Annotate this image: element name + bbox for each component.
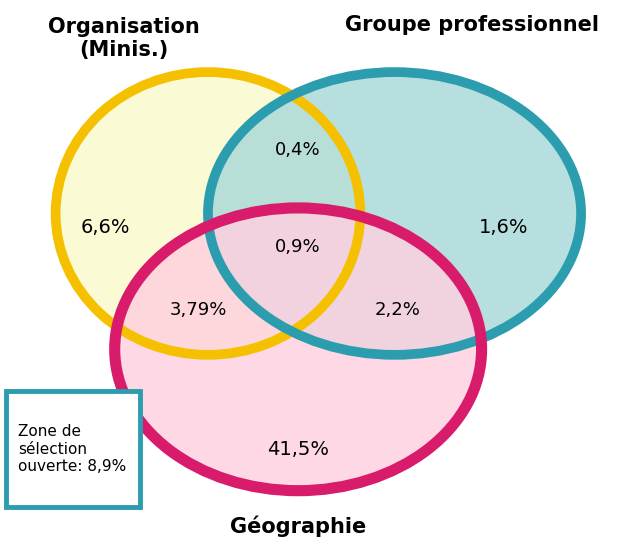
Ellipse shape: [56, 72, 360, 355]
Ellipse shape: [115, 208, 482, 491]
Text: Groupe professionnel: Groupe professionnel: [346, 15, 599, 35]
Text: 0,9%: 0,9%: [275, 238, 321, 256]
Text: 2,2%: 2,2%: [375, 301, 420, 320]
Text: 1,6%: 1,6%: [479, 218, 528, 237]
Text: 0,4%: 0,4%: [275, 141, 321, 158]
Ellipse shape: [208, 72, 581, 355]
Text: Zone de
sélection
ouverte: 8,9%: Zone de sélection ouverte: 8,9%: [18, 424, 127, 474]
Text: Géographie: Géographie: [230, 516, 366, 538]
FancyBboxPatch shape: [6, 391, 139, 507]
Text: Organisation
(Minis.): Organisation (Minis.): [48, 17, 200, 60]
Text: 3,79%: 3,79%: [170, 301, 228, 320]
Text: 41,5%: 41,5%: [267, 440, 329, 459]
Text: 6,6%: 6,6%: [81, 218, 130, 237]
